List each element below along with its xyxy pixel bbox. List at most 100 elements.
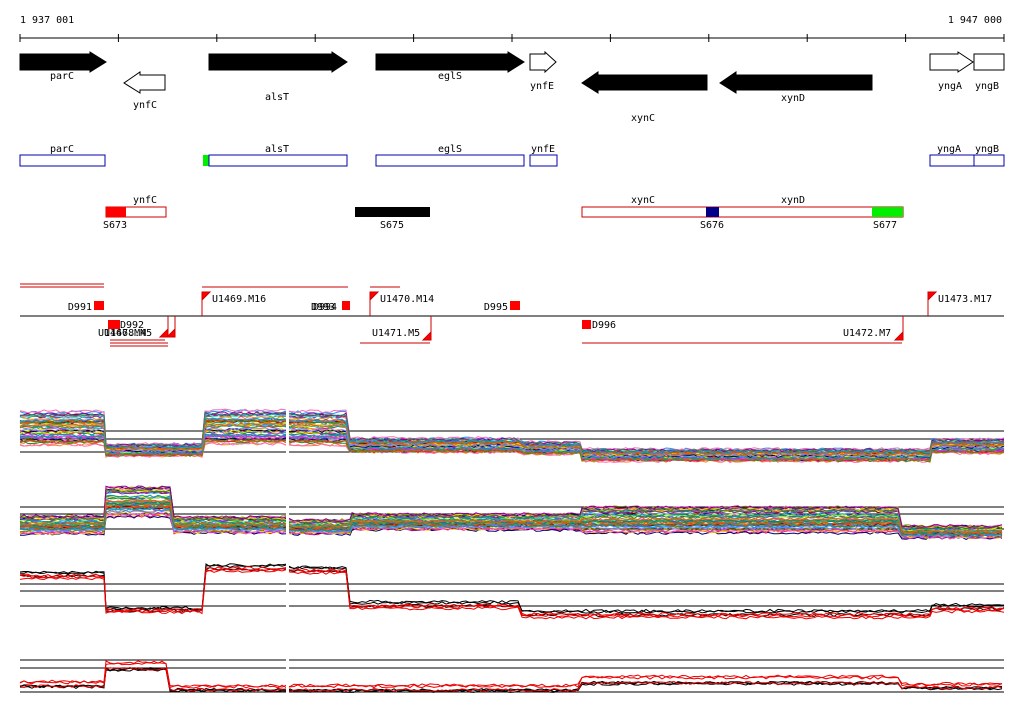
gene-ynfC-arrow[interactable] [123,71,166,94]
profile-trace [19,438,1005,462]
segment-S673-marker[interactable] [106,207,126,217]
cds-yngB-box[interactable] [973,154,1005,167]
feature-U1468.M5-flag[interactable] [165,316,176,338]
feature-D995-marker[interactable] [510,301,520,310]
gene-xynD-arrow[interactable] [719,71,873,94]
coordinate-ruler: 1 937 001 1 947 000 [19,15,1005,42]
profile-trace [19,662,1003,689]
feature-U1472.M7-flag[interactable] [893,316,904,341]
gene-xynC-label: xynC [631,113,655,124]
operon-track: ynfC S673 S675 xynC xynD S676 S677 [103,195,904,231]
ruler-start-label: 1 937 001 [20,15,74,26]
feature-U1467.M4-label: U1467.M4 [98,328,146,339]
profile-trace [19,564,1005,614]
profile-trace [19,499,1003,534]
feature-D995-label: D995 [484,302,508,313]
feature-U1470.M14-flag[interactable] [369,291,380,316]
feature-U1473.M17-label: U1473.M17 [938,294,992,305]
profile-trace [19,427,1005,458]
gene-track: parC ynfC alsT eglS ynfE xynC xynD yngA … [19,50,1005,124]
cds-parC-label: parC [50,144,74,155]
feature-U1471.M5-label: U1471.M5 [372,328,420,339]
cds-alsT-marker [203,155,209,166]
ruler-end-label: 1 947 000 [948,15,1002,26]
cds-eglS-box[interactable] [375,154,525,167]
gene-parC-arrow[interactable] [19,51,107,73]
feature-D992-marker[interactable] [108,320,120,329]
profile-trace [19,569,1005,620]
cds-ynfE-box[interactable] [529,154,558,167]
profile-trace [20,668,1003,693]
cds-track: parC alsT eglS ynfE yngA yngB [19,144,1005,167]
feature-D994-label: D994 [313,302,337,313]
cds-alsT-box[interactable] [208,154,348,167]
gene-alsT-label: alsT [265,92,289,103]
feature-U1469.M16-flag[interactable] [201,291,212,316]
profile-panel-4 [19,645,1004,705]
profile-trace [19,506,1003,537]
gene-yngA-label: yngA [938,81,962,92]
profile-trace [19,422,1005,457]
feature-D991-label: D991 [68,302,92,313]
profile-trace [19,438,1005,462]
operon-xynCD-box[interactable] [581,206,904,218]
feature-U1470.M14-label: U1470.M14 [380,294,434,305]
feature-D992-label: D992 [120,320,144,331]
profile-panel-1 [19,400,1005,470]
feature-U1469.M16-label: U1469.M16 [212,294,266,305]
feature-U1473.M17-flag[interactable] [927,291,938,316]
profile-trace [20,412,1004,453]
feature-U1467.M4-flag[interactable] [158,316,169,338]
gene-yngB-label: yngB [975,81,999,92]
segment-S676-marker[interactable] [706,207,719,217]
gene-yngB-box[interactable] [973,53,1005,71]
cds-alsT-label: alsT [265,144,289,155]
gene-yngA-arrow[interactable] [929,51,974,73]
feature-D993-marker[interactable] [342,301,350,310]
profile-trace [19,488,1003,530]
cds-parC-box[interactable] [19,154,106,167]
profile-trace [19,507,1003,537]
profile-trace [19,495,1003,532]
operon-ynfC-label: ynfC [133,195,157,206]
cds-yngA-box[interactable] [929,154,975,167]
gene-ynfC-label: ynfC [133,100,157,111]
feature-D993-label: D993 [311,302,335,313]
gene-ynfE-label: ynfE [530,81,554,92]
cds-ynfE-label: ynfE [531,144,555,155]
profile-trace [19,434,1005,461]
profile-trace [19,485,1003,529]
segment-S675-label: S675 [380,220,404,231]
cds-yngB-label: yngB [975,144,999,155]
profile-trace [19,504,1003,536]
expression-profiles [19,400,1005,705]
segment-S673-label: S673 [103,220,127,231]
segment-S677-marker[interactable] [872,207,903,217]
feature-U1471.M5-flag[interactable] [421,316,432,341]
feature-D996-marker[interactable] [582,320,591,329]
segment-S675-marker[interactable] [355,207,430,217]
profile-trace [19,566,1005,618]
feature-U1472.M7-label: U1472.M7 [843,328,891,339]
operon-xynD-label: xynD [781,195,805,206]
profile-trace [19,508,1003,538]
profile-trace [19,566,1005,617]
gene-xynD-label: xynD [781,93,805,104]
profile-trace [19,667,1003,693]
cds-eglS-label: eglS [438,144,462,155]
segment-S677-label: S677 [873,220,897,231]
segment-S676-label: S676 [700,220,724,231]
feature-D991-marker[interactable] [94,301,104,310]
operon-xynC-label: xynC [631,195,655,206]
gene-eglS-arrow[interactable] [375,51,525,73]
feature-D996-label: D996 [592,320,616,331]
gene-ynfE-arrow[interactable] [529,50,557,74]
gene-eglS-label: eglS [438,71,462,82]
gene-alsT-arrow[interactable] [208,51,348,73]
profile-panel-2 [19,478,1004,548]
profile-panel-3 [19,560,1005,625]
gene-xynC-arrow[interactable] [581,71,708,94]
gene-parC-label: parC [50,71,74,82]
